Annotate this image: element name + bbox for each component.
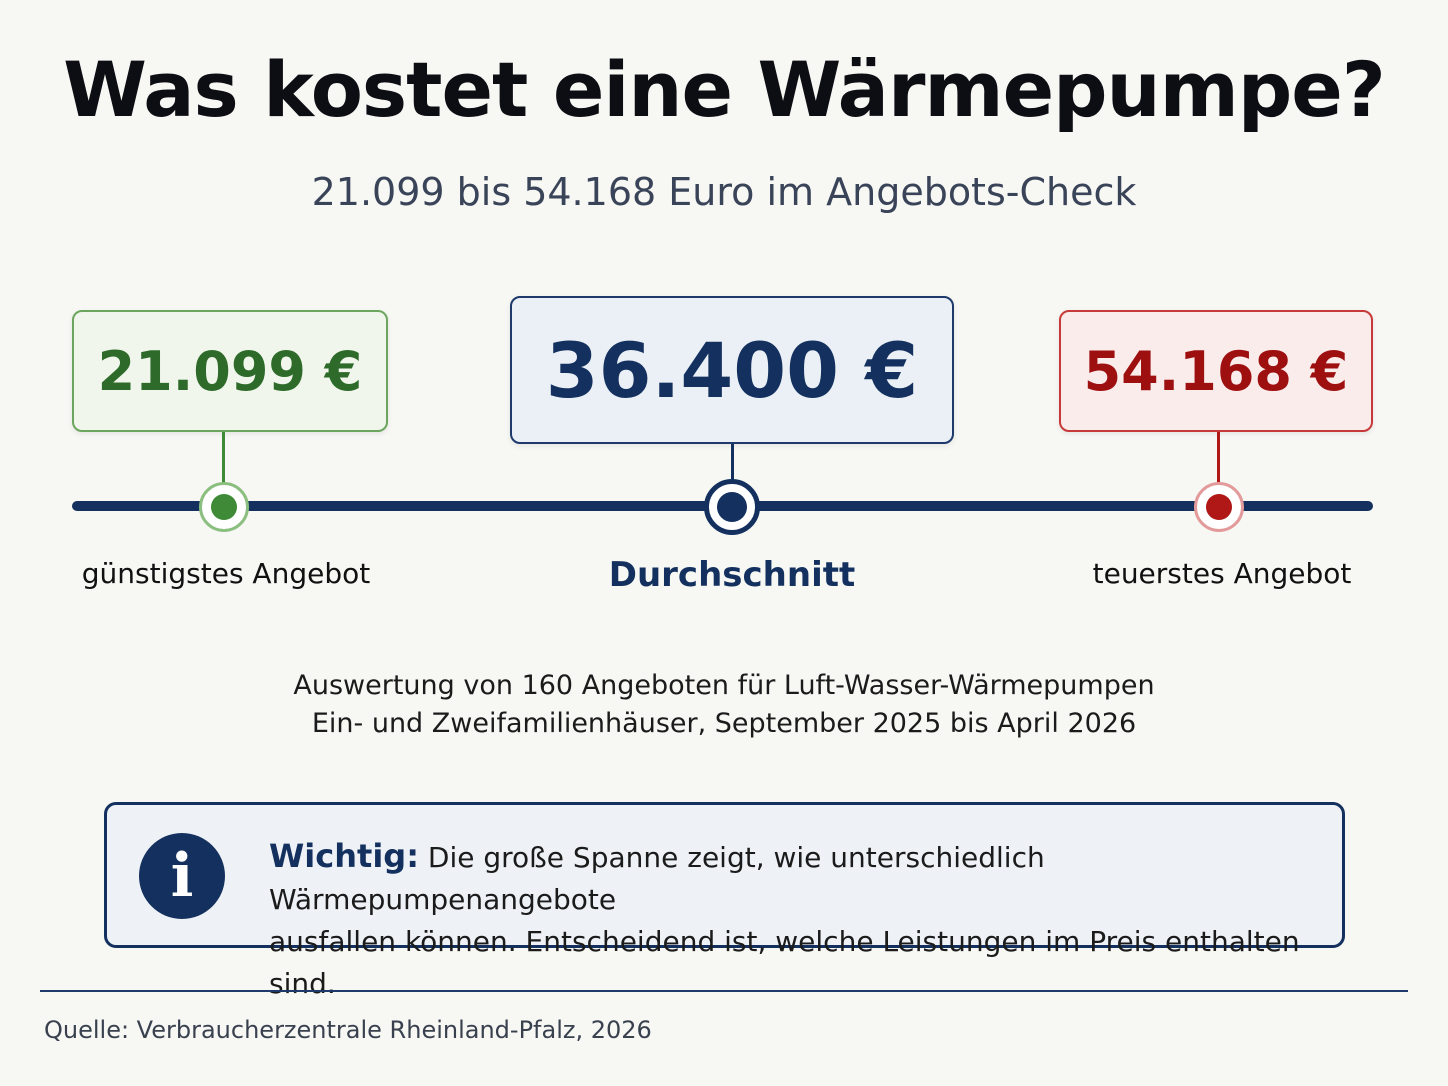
info-text: Wichtig: Die große Spanne zeigt, wie unt… <box>269 835 1319 1005</box>
lowest-price-box: 21.099 € <box>72 310 388 432</box>
average-price-marker <box>704 479 760 535</box>
highest-price-label: teuerstes Angebot <box>1092 557 1352 590</box>
info-text-line-2: ausfallen können. Entscheidend ist, welc… <box>269 925 1300 1000</box>
info-icon: i <box>139 833 225 919</box>
page-subtitle: 21.099 bis 54.168 Euro im Angebots-Check <box>311 170 1137 214</box>
lowest-price-label: günstigstes Angebot <box>81 557 371 590</box>
footer-divider <box>40 990 1408 992</box>
highest-price-marker <box>1194 482 1244 532</box>
highest-price-connector <box>1217 432 1220 486</box>
info-text-line-1: Die große Spanne zeigt, wie unterschiedl… <box>269 841 1045 916</box>
average-price-connector <box>731 444 734 484</box>
methodology-note-line-2: Ein- und Zweifamilienhäuser, September 2… <box>311 708 1137 739</box>
highest-price-box: 54.168 € <box>1059 310 1373 432</box>
lowest-price-marker <box>199 482 249 532</box>
lowest-price-connector <box>222 432 225 486</box>
average-price-box: 36.400 € <box>510 296 954 444</box>
info-lead: Wichtig: <box>269 837 419 875</box>
info-callout: i Wichtig: Die große Spanne zeigt, wie u… <box>104 802 1345 1000</box>
page-title: Was kostet eine Wärmepumpe? <box>63 45 1386 134</box>
methodology-note-line-1: Auswertung von 160 Angeboten für Luft-Wa… <box>293 670 1155 701</box>
average-price-label: Durchschnitt <box>608 555 856 595</box>
source-note: Quelle: Verbraucherzentrale Rheinland-Pf… <box>44 1016 652 1044</box>
